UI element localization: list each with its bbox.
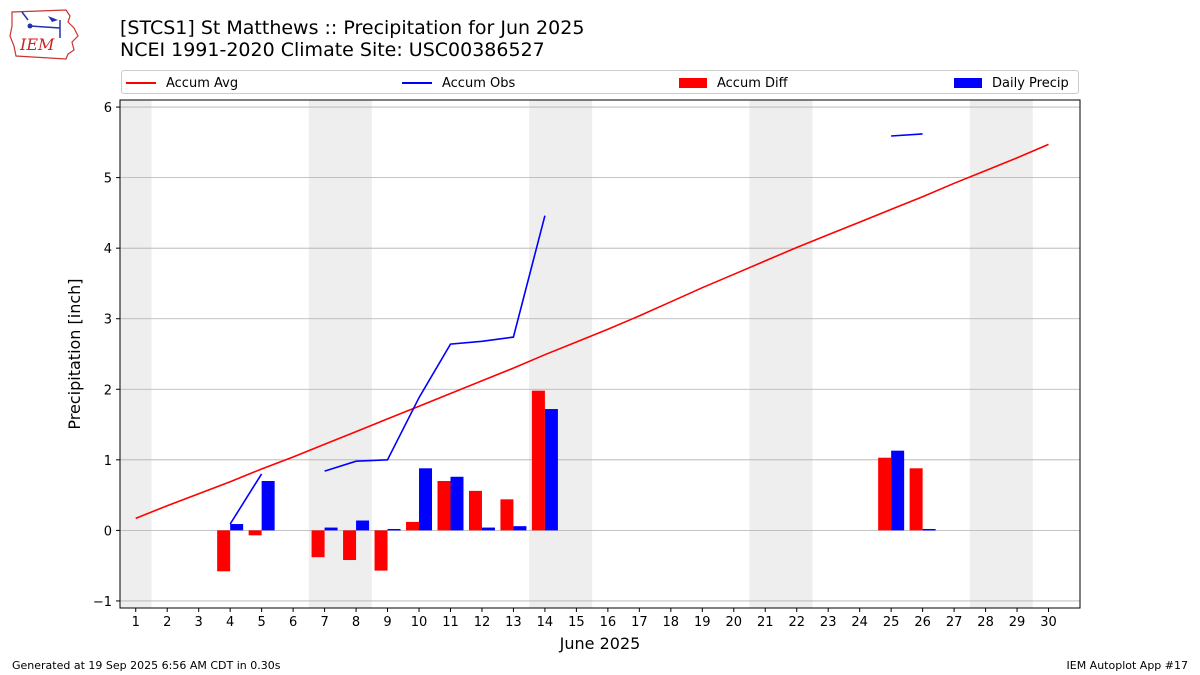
y-tick-label--1: −1 [93,595,112,610]
bar-daily-precip-day-11 [450,476,464,531]
bar-accum-diff-day-11 [437,481,451,531]
bar-accum-diff-day-10 [406,521,420,531]
bar-daily-precip-day-5 [261,481,275,531]
bar-daily-precip-day-26 [922,528,936,531]
svg-text:IEM: IEM [19,35,55,54]
y-tick-label-6: 6 [104,101,112,116]
x-tick-label-11: 11 [442,615,459,630]
legend-label-accum-avg: Accum Avg [166,75,239,91]
x-tick-label-15: 15 [568,615,585,630]
legend-item-accum-obs: Accum Obs [402,74,515,92]
legend-swatch-accum-avg [126,82,156,84]
x-tick-label-12: 12 [474,615,491,630]
x-tick-label-26: 26 [914,615,931,630]
legend-item-accum-diff: Accum Diff [679,74,788,92]
bar-accum-diff-day-25 [878,457,892,531]
x-tick-label-14: 14 [537,615,554,630]
legend-swatch-daily-precip [954,78,982,88]
bar-daily-precip-day-12 [481,527,495,531]
y-tick-label-3: 3 [104,313,112,328]
bar-daily-precip-day-25 [891,450,905,531]
footer-app-text: IEM Autoplot App #17 [1066,659,1189,672]
x-tick-label-29: 29 [1009,615,1026,630]
weekend-shade-3 [749,100,813,608]
x-tick-label-21: 21 [757,615,774,630]
x-tick-label-7: 7 [320,615,328,630]
x-tick-label-10: 10 [411,615,428,630]
line-accum-obs-segment-0 [229,473,263,525]
x-tick-label-3: 3 [195,615,203,630]
bar-daily-precip-day-4 [230,524,244,531]
bar-accum-diff-day-14 [531,390,545,531]
x-axis-label: June 2025 [559,634,641,653]
bar-daily-precip-day-7 [324,527,338,531]
x-tick-label-17: 17 [631,615,648,630]
bar-accum-diff-day-9 [374,530,388,571]
y-tick-label-0: 0 [104,524,112,539]
x-tick-label-27: 27 [946,615,963,630]
x-tick-label-22: 22 [788,615,805,630]
x-tick-label-24: 24 [851,615,868,630]
y-axis-label: Precipitation [inch] [65,278,84,429]
legend-swatch-accum-diff [679,78,707,88]
bar-daily-precip-day-14 [544,409,558,531]
chart-title: [STCS1] St Matthews :: Precipitation for… [120,17,585,39]
x-tick-label-9: 9 [383,615,391,630]
x-tick-label-19: 19 [694,615,711,630]
x-tick-label-6: 6 [289,615,297,630]
weekend-shade-4 [969,100,1033,608]
line-accum-obs-segment-1 [324,215,546,472]
footer-generated-text: Generated at 19 Sep 2025 6:56 AM CDT in … [12,659,281,672]
legend-item-daily-precip: Daily Precip [954,74,1069,92]
bar-accum-diff-day-4 [217,530,231,572]
x-tick-label-30: 30 [1040,615,1057,630]
bar-accum-diff-day-5 [248,530,262,536]
bar-daily-precip-day-9 [387,528,401,531]
weekend-shade-2 [529,100,593,608]
legend-label-accum-obs: Accum Obs [442,75,516,91]
x-tick-label-28: 28 [977,615,994,630]
bar-accum-diff-day-26 [909,468,923,531]
x-tick-label-8: 8 [352,615,360,630]
legend-label-accum-diff: Accum Diff [717,75,788,91]
plot-frame [119,99,1081,609]
x-tick-label-23: 23 [820,615,837,630]
x-tick-label-18: 18 [663,615,680,630]
chart-subtitle: NCEI 1991-2020 Climate Site: USC00386527 [120,39,545,61]
bar-daily-precip-day-8 [356,520,370,531]
x-tick-label-25: 25 [883,615,900,630]
legend-item-accum-avg: Accum Avg [126,74,238,92]
bar-accum-diff-day-8 [343,530,357,561]
x-tick-label-20: 20 [725,615,742,630]
bar-daily-precip-day-13 [513,526,527,531]
x-tick-label-13: 13 [505,615,522,630]
x-tick-label-16: 16 [600,615,617,630]
y-tick-label-1: 1 [104,454,112,469]
line-accum-obs-segment-2 [891,133,923,137]
x-tick-label-4: 4 [226,615,234,630]
line-accum-avg-segment-0 [135,143,1049,520]
bar-accum-diff-day-7 [311,530,325,558]
y-tick-label-5: 5 [104,172,112,187]
legend-label-daily-precip: Daily Precip [992,75,1069,91]
bar-accum-diff-day-13 [500,499,514,531]
x-tick-label-5: 5 [257,615,265,630]
y-tick-label-2: 2 [104,383,112,398]
bar-accum-diff-day-12 [468,490,482,531]
chart-legend: Accum Avg Accum Obs Accum Diff Daily Pre… [121,70,1079,94]
x-tick-label-1: 1 [132,615,140,630]
legend-swatch-accum-obs [402,82,432,84]
bar-daily-precip-day-10 [419,468,433,531]
iem-logo: IEM [9,9,79,60]
y-tick-label-4: 4 [104,242,112,257]
x-tick-label-2: 2 [163,615,171,630]
weekend-shade-0 [120,100,152,608]
